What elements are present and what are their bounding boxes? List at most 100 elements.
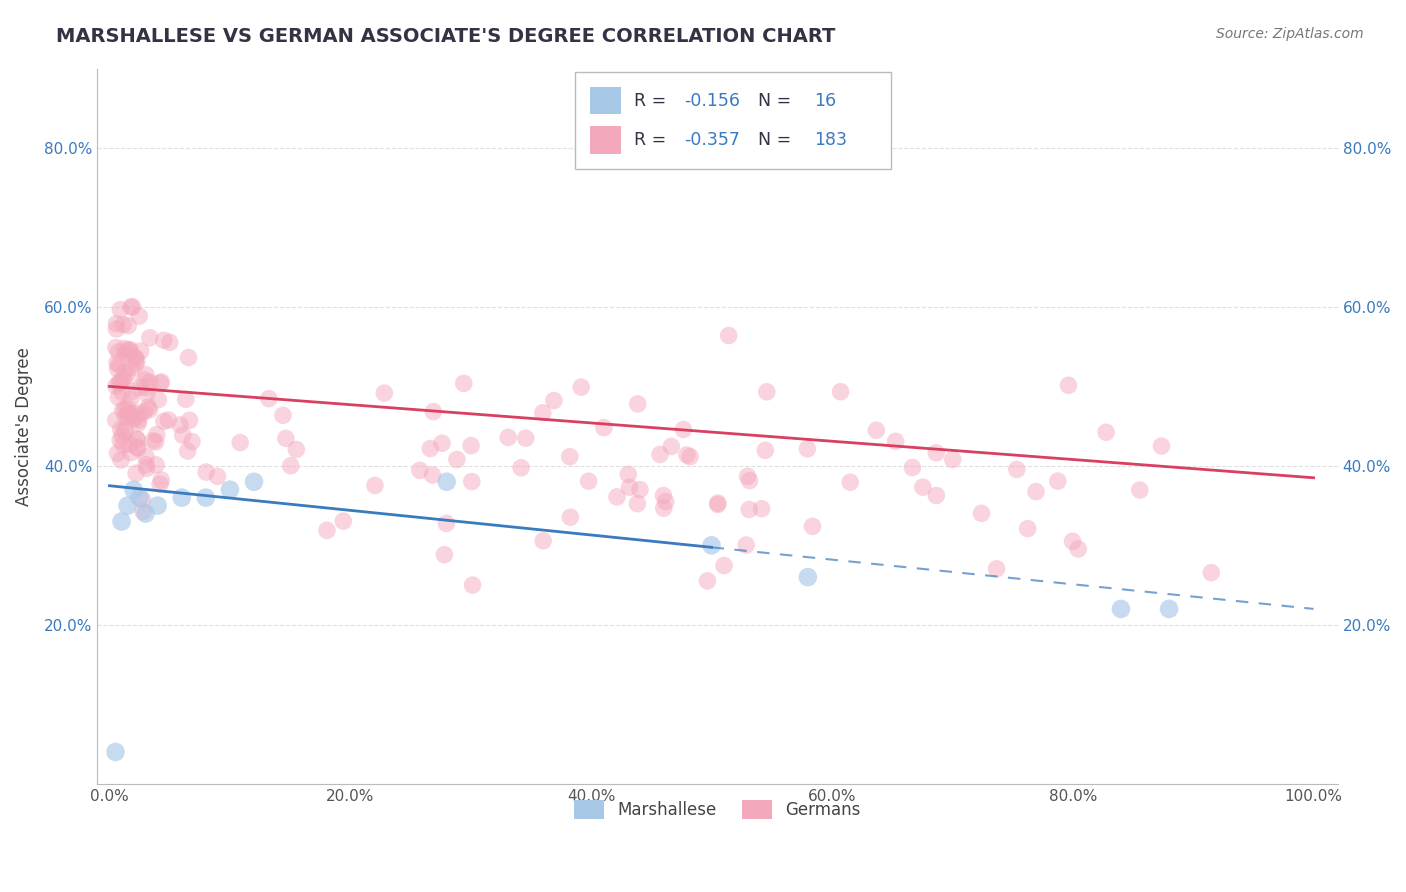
Point bbox=[606, 490, 628, 504]
Point bbox=[121, 300, 143, 314]
Point bbox=[117, 401, 139, 415]
Point bbox=[1150, 439, 1173, 453]
Point bbox=[219, 483, 242, 497]
Point bbox=[174, 392, 197, 407]
Y-axis label: Associate's Degree: Associate's Degree bbox=[15, 347, 32, 506]
Point bbox=[124, 411, 146, 425]
Point bbox=[460, 439, 482, 453]
Point bbox=[110, 515, 132, 529]
Point bbox=[170, 491, 193, 505]
Point bbox=[672, 423, 695, 437]
Point bbox=[1157, 602, 1180, 616]
Point bbox=[700, 538, 723, 552]
Point bbox=[717, 328, 740, 343]
Point bbox=[142, 434, 165, 448]
Point bbox=[139, 331, 162, 345]
Point bbox=[117, 409, 139, 423]
Point bbox=[661, 440, 683, 454]
Point bbox=[134, 404, 156, 418]
Point bbox=[124, 351, 146, 365]
Point bbox=[150, 473, 173, 487]
Point bbox=[195, 465, 218, 479]
Point bbox=[127, 440, 149, 454]
Point bbox=[153, 414, 176, 428]
Point bbox=[655, 494, 678, 508]
Point bbox=[751, 501, 773, 516]
Point bbox=[243, 475, 266, 489]
Point bbox=[129, 344, 152, 359]
Point bbox=[135, 368, 157, 382]
Point bbox=[111, 403, 134, 417]
Point bbox=[194, 491, 217, 505]
Point bbox=[104, 379, 127, 393]
Point bbox=[172, 428, 194, 442]
Point bbox=[135, 450, 157, 464]
Point bbox=[801, 519, 824, 533]
Point bbox=[558, 450, 581, 464]
Point bbox=[617, 467, 640, 482]
Point bbox=[884, 434, 907, 449]
Point bbox=[127, 442, 149, 456]
Point bbox=[108, 434, 131, 448]
Point bbox=[1057, 378, 1080, 392]
Point bbox=[107, 345, 129, 359]
Point bbox=[135, 507, 157, 521]
Point bbox=[578, 475, 600, 489]
Point bbox=[104, 341, 127, 355]
Point bbox=[925, 446, 948, 460]
Point bbox=[619, 480, 641, 494]
Point bbox=[696, 574, 718, 588]
Point bbox=[796, 442, 818, 456]
Point bbox=[436, 475, 458, 489]
Point bbox=[114, 401, 136, 416]
Point bbox=[626, 497, 648, 511]
Point bbox=[107, 446, 129, 460]
Point bbox=[105, 322, 128, 336]
Point bbox=[135, 461, 157, 475]
Point bbox=[114, 410, 136, 425]
Point bbox=[422, 404, 444, 418]
Point bbox=[136, 387, 159, 401]
Point bbox=[122, 410, 145, 425]
Point bbox=[145, 434, 167, 449]
Point bbox=[754, 443, 776, 458]
Point bbox=[797, 570, 820, 584]
Point bbox=[114, 422, 136, 436]
Point bbox=[108, 376, 131, 391]
Point bbox=[138, 402, 160, 417]
Point bbox=[737, 469, 759, 483]
Point bbox=[461, 475, 484, 489]
Point bbox=[145, 458, 167, 472]
Point bbox=[706, 498, 728, 512]
Point bbox=[169, 417, 191, 432]
Point bbox=[1067, 541, 1090, 556]
Point bbox=[679, 450, 702, 464]
Point bbox=[148, 392, 170, 407]
Text: -0.357: -0.357 bbox=[685, 131, 740, 149]
Point bbox=[713, 558, 735, 573]
Text: R =: R = bbox=[634, 92, 672, 110]
Point bbox=[925, 488, 948, 502]
Point bbox=[332, 514, 354, 528]
Point bbox=[707, 496, 730, 510]
Point bbox=[112, 318, 135, 332]
Point bbox=[430, 436, 453, 450]
Point bbox=[128, 491, 150, 505]
Point bbox=[110, 453, 132, 467]
Text: 183: 183 bbox=[814, 131, 848, 149]
Point bbox=[207, 469, 229, 483]
Point bbox=[120, 445, 142, 459]
Point bbox=[121, 360, 143, 375]
Point bbox=[117, 368, 139, 382]
Point bbox=[531, 406, 554, 420]
Point bbox=[129, 408, 152, 422]
Point bbox=[901, 460, 924, 475]
Point bbox=[1025, 484, 1047, 499]
Point bbox=[125, 466, 148, 480]
Point bbox=[453, 376, 475, 391]
Point bbox=[177, 351, 200, 365]
Text: Source: ZipAtlas.com: Source: ZipAtlas.com bbox=[1216, 27, 1364, 41]
Point bbox=[1017, 522, 1039, 536]
Point bbox=[285, 442, 308, 457]
Point bbox=[105, 356, 128, 370]
